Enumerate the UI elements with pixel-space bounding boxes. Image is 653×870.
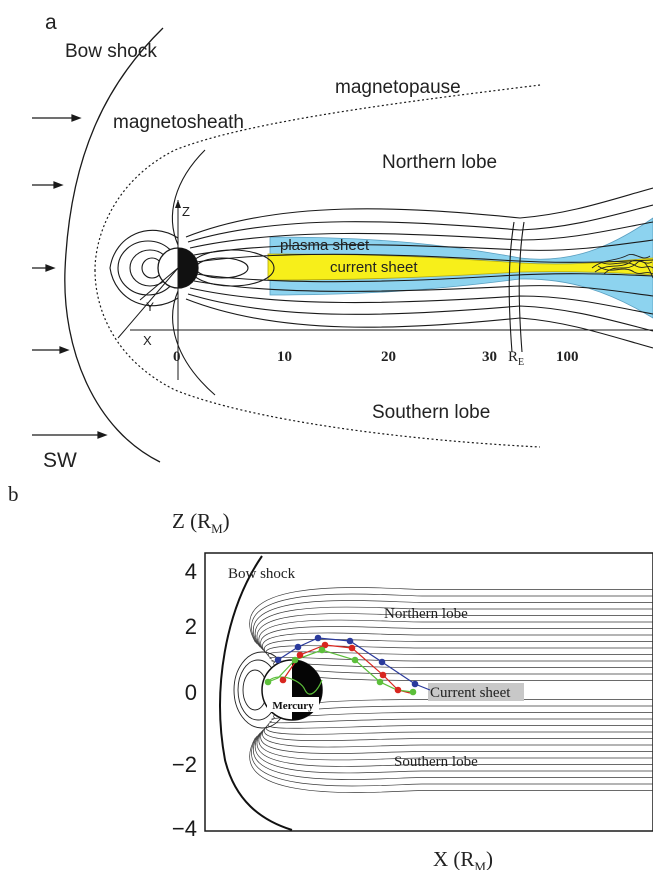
field-line-b	[265, 645, 653, 657]
field-line-b	[269, 718, 653, 724]
panel-b-label: b	[8, 482, 19, 506]
track-dot	[394, 686, 402, 694]
unit-re: RE	[508, 349, 524, 368]
field-line-b	[256, 613, 653, 649]
track-dot	[321, 641, 329, 649]
field-line-b	[269, 656, 653, 662]
y-tick-2: 2	[185, 614, 197, 639]
y-tick-minus-2: −2	[172, 752, 197, 777]
plasma-sheet-label: plasma sheet	[280, 237, 370, 254]
bow-shock-curve-a	[64, 27, 164, 463]
z-axis-label-a: Z	[182, 204, 190, 219]
current-sheet-label-a: current sheet	[330, 259, 418, 276]
axis-break-2	[518, 221, 525, 353]
y-tick-minus-4: −4	[172, 816, 197, 841]
current-sheet-label-b: Current sheet	[430, 685, 511, 701]
track-dot	[318, 646, 326, 654]
x-axis-diag-a	[117, 267, 179, 339]
field-line-b	[271, 712, 653, 720]
magnetopause-curve-lower	[94, 269, 541, 448]
track-dot	[378, 658, 386, 666]
northern-lobe-label-b: Northern lobe	[384, 606, 468, 622]
field-line-b	[258, 619, 653, 651]
dayside-loop-4	[109, 229, 179, 307]
magnetopause-curve-upper	[94, 84, 541, 271]
solar-wind-label: SW	[43, 449, 77, 472]
track-dot	[376, 678, 384, 686]
northern-lobe-label-a: Northern lobe	[382, 152, 497, 173]
track-dot	[296, 651, 304, 659]
field-line-b	[271, 660, 653, 668]
solar-wind-arrows	[32, 114, 108, 439]
magnetosheath-label: magnetosheath	[113, 112, 244, 133]
field-lines-b	[249, 587, 653, 793]
southern-lobe-label-a: Southern lobe	[372, 402, 490, 423]
field-line-b	[254, 606, 653, 648]
track-dot	[314, 634, 322, 642]
track-dot	[346, 637, 354, 645]
axis-break-1	[508, 221, 515, 353]
track-dot	[279, 676, 287, 684]
field-line-b	[265, 723, 653, 735]
tick-0: 0	[173, 349, 181, 365]
panel-a-label: a	[45, 11, 57, 34]
field-line-b	[258, 729, 653, 761]
field-line-b	[267, 722, 653, 729]
y-axis-label-a: Y	[146, 300, 154, 314]
night-loop-2	[189, 249, 275, 287]
cusp-line-south	[172, 290, 216, 396]
tick-30: 30	[482, 349, 497, 365]
current-sheet-highlight	[428, 683, 524, 701]
track-dots	[264, 634, 419, 696]
field-line-b	[262, 726, 653, 748]
track-dot	[348, 644, 356, 652]
reconnection-region	[591, 253, 653, 279]
field-line-b	[260, 626, 653, 652]
field-line-b	[264, 725, 653, 742]
field-line-b	[260, 728, 653, 754]
cusp-line-north	[171, 149, 206, 246]
panel-b: b Z (RM) X (RM) 4 2 0 −2 −4	[8, 482, 653, 870]
tick-10: 10	[277, 349, 292, 365]
track-dot	[409, 688, 417, 696]
y-tick-4: 4	[185, 559, 197, 584]
current-sheet-region	[267, 253, 653, 281]
mercury-label-bg	[267, 697, 319, 712]
tail-field-lines	[185, 187, 653, 349]
panel-a: a	[32, 11, 653, 472]
track-dot	[351, 656, 359, 664]
earth-night-side	[178, 248, 198, 288]
bow-shock-label-a: Bow shock	[65, 41, 157, 62]
z-axis-title-b: Z (RM)	[172, 509, 230, 536]
track-dot	[264, 678, 272, 686]
field-line-b	[256, 731, 653, 767]
track-dot	[411, 680, 419, 688]
field-line-b	[262, 632, 653, 654]
magnetopause-label: magnetopause	[335, 77, 461, 98]
track-dot	[379, 671, 387, 679]
x-axis-title-b: X (RM)	[433, 847, 493, 870]
bow-shock-label-b: Bow shock	[228, 566, 296, 582]
bow-shock-curve-b	[219, 555, 293, 831]
x-axis-label-a: X	[143, 333, 152, 348]
tick-100: 100	[556, 349, 579, 365]
track-dot	[294, 643, 302, 651]
track-dot	[291, 656, 299, 664]
mercury-label: Mercury	[272, 700, 314, 712]
z-axis-arrow	[175, 200, 181, 208]
y-tick-0: 0	[185, 680, 197, 705]
track-dot	[274, 656, 282, 664]
southern-lobe-label-b: Southern lobe	[394, 754, 478, 770]
field-line-b	[273, 661, 653, 675]
tick-20: 20	[381, 349, 396, 365]
field-line-b	[254, 732, 653, 774]
y-axis-a	[139, 267, 179, 301]
